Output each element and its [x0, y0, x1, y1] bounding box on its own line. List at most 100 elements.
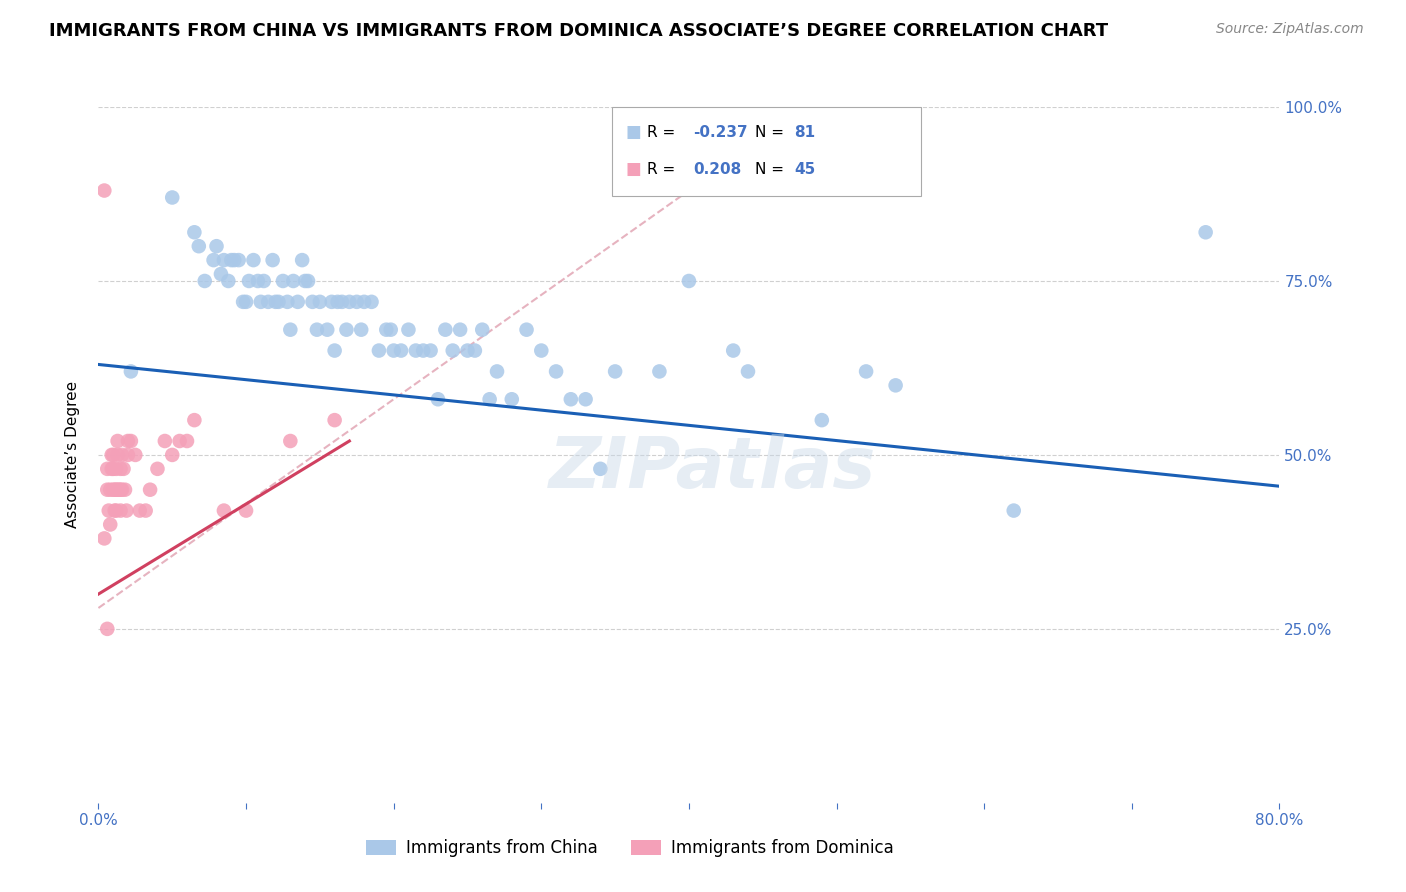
- Point: [419, 343, 441, 358]
- Point: [162, 190, 183, 204]
- Point: [339, 294, 361, 309]
- Point: [301, 294, 323, 309]
- Point: [330, 294, 353, 309]
- Point: [153, 434, 176, 448]
- Text: N =: N =: [755, 162, 789, 177]
- Point: [96, 483, 118, 497]
- Point: [382, 343, 405, 358]
- Point: [350, 323, 373, 337]
- Point: [291, 253, 314, 268]
- Point: [257, 294, 280, 309]
- Point: [323, 343, 346, 358]
- Point: [305, 323, 328, 337]
- Point: [238, 274, 260, 288]
- Point: [103, 483, 125, 497]
- Point: [124, 448, 146, 462]
- Point: [1195, 225, 1218, 239]
- Point: [560, 392, 582, 407]
- Point: [276, 294, 298, 309]
- Point: [235, 503, 257, 517]
- Point: [546, 364, 568, 378]
- Point: [110, 483, 132, 497]
- Point: [103, 448, 125, 462]
- Point: [412, 343, 434, 358]
- Point: [128, 503, 150, 517]
- Text: IMMIGRANTS FROM CHINA VS IMMIGRANTS FROM DOMINICA ASSOCIATE’S DEGREE CORRELATION: IMMIGRANTS FROM CHINA VS IMMIGRANTS FROM…: [49, 22, 1108, 40]
- Point: [280, 323, 302, 337]
- Text: Source: ZipAtlas.com: Source: ZipAtlas.com: [1216, 22, 1364, 37]
- Point: [283, 274, 305, 288]
- Legend: Immigrants from China, Immigrants from Dominica: Immigrants from China, Immigrants from D…: [360, 833, 900, 864]
- Point: [723, 343, 745, 358]
- Point: [107, 448, 129, 462]
- Point: [96, 622, 118, 636]
- Point: [115, 503, 138, 517]
- Point: [368, 343, 391, 358]
- Point: [107, 483, 129, 497]
- Point: [434, 323, 457, 337]
- Point: [449, 323, 471, 337]
- Y-axis label: Associate’s Degree: Associate’s Degree: [65, 382, 80, 528]
- Point: [855, 364, 877, 378]
- Text: ■: ■: [626, 123, 641, 141]
- Point: [335, 323, 357, 337]
- Point: [111, 483, 134, 497]
- Point: [202, 253, 225, 268]
- Point: [441, 343, 464, 358]
- Point: [316, 323, 339, 337]
- Text: N =: N =: [755, 125, 789, 139]
- Text: R =: R =: [647, 125, 681, 139]
- Point: [98, 517, 121, 532]
- Point: [589, 462, 612, 476]
- Point: [169, 434, 191, 448]
- Point: [250, 294, 273, 309]
- Point: [471, 323, 494, 337]
- Point: [112, 462, 135, 476]
- Point: [187, 239, 209, 253]
- Point: [267, 294, 290, 309]
- Point: [232, 294, 254, 309]
- Point: [104, 503, 127, 517]
- Point: [575, 392, 598, 407]
- Text: ZIPatlas: ZIPatlas: [548, 434, 876, 503]
- Point: [176, 434, 198, 448]
- Point: [111, 448, 134, 462]
- Point: [120, 434, 142, 448]
- Point: [135, 503, 157, 517]
- Point: [212, 503, 235, 517]
- Text: 0.208: 0.208: [693, 162, 741, 177]
- Point: [120, 364, 142, 378]
- Point: [183, 413, 205, 427]
- Point: [486, 364, 509, 378]
- Point: [93, 184, 115, 198]
- Point: [287, 294, 309, 309]
- Text: 45: 45: [794, 162, 815, 177]
- Point: [93, 532, 115, 546]
- Text: -0.237: -0.237: [693, 125, 748, 139]
- Point: [242, 253, 264, 268]
- Point: [253, 274, 276, 288]
- Point: [478, 392, 501, 407]
- Point: [648, 364, 671, 378]
- Point: [114, 483, 136, 497]
- Point: [1002, 503, 1025, 517]
- Text: R =: R =: [647, 162, 685, 177]
- Point: [103, 462, 125, 476]
- Point: [183, 225, 205, 239]
- Point: [110, 462, 132, 476]
- Point: [96, 462, 118, 476]
- Point: [516, 323, 538, 337]
- Point: [530, 343, 553, 358]
- Point: [398, 323, 420, 337]
- Point: [105, 462, 128, 476]
- Point: [326, 294, 349, 309]
- Point: [457, 343, 479, 358]
- Point: [297, 274, 319, 288]
- Point: [264, 294, 287, 309]
- Point: [117, 434, 139, 448]
- Point: [97, 503, 120, 517]
- Text: ■: ■: [626, 161, 641, 178]
- Point: [221, 253, 243, 268]
- Point: [98, 483, 121, 497]
- Point: [205, 239, 228, 253]
